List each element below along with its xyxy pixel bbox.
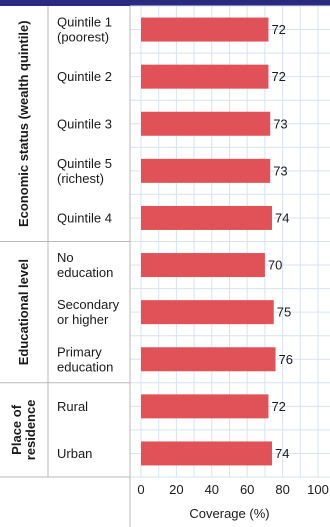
category-label-line: Primary: [57, 344, 102, 359]
bar-value-label: 76: [279, 352, 293, 367]
category-label-line: Rural: [57, 399, 88, 414]
x-tick-label: 100: [307, 482, 329, 497]
category-label-line: No: [57, 250, 74, 265]
category-label: Quintile 4: [57, 210, 112, 225]
group-label-line: Educational level: [16, 259, 31, 365]
category-label: Primary education: [57, 344, 113, 374]
category-label: Urban: [57, 446, 92, 461]
bar-value-label: 72: [271, 22, 285, 37]
category-label-line: (richest): [57, 171, 104, 186]
bar: [141, 111, 271, 136]
bar-value-label: 72: [271, 69, 285, 84]
bar: [141, 347, 276, 372]
category-label: Quintile 1 (poorest): [57, 15, 112, 45]
bar: [141, 17, 269, 42]
category-label-line: or higher: [57, 312, 109, 327]
bar: [141, 64, 269, 89]
category-label-line: Quintile 1: [57, 15, 112, 30]
category-label-line: Quintile 4: [57, 210, 112, 225]
category-label-line: Urban: [57, 446, 92, 461]
group-label-line: residence: [23, 400, 38, 461]
x-tick-label: 40: [205, 482, 219, 497]
category-label: No education: [57, 250, 113, 280]
group-label-line: Place of: [9, 404, 24, 455]
bar-value-label: 74: [275, 446, 289, 461]
category-label-line: Quintile 3: [57, 116, 112, 131]
bar-value-label: 70: [268, 258, 282, 273]
bar-value-label: 74: [275, 210, 289, 225]
category-label: Quintile 5 (richest): [57, 156, 112, 186]
bar: [141, 394, 269, 419]
category-label: Rural: [57, 399, 88, 414]
category-label-line: education: [57, 359, 113, 374]
category-label-line: Quintile 5: [57, 156, 112, 171]
x-tick-label: 60: [240, 482, 254, 497]
category-label-line: Quintile 2: [57, 69, 112, 84]
bar-value-label: 75: [277, 305, 291, 320]
bar-value-label: 72: [271, 399, 285, 414]
category-label-line: (poorest): [57, 30, 109, 45]
bar-value-label: 73: [273, 116, 287, 131]
group-label: Place ofresidence: [9, 400, 38, 461]
category-label: Quintile 3: [57, 116, 112, 131]
x-tick-label: 20: [169, 482, 183, 497]
bar: [141, 253, 265, 278]
x-tick-label: 0: [137, 482, 144, 497]
bar: [141, 158, 271, 183]
bar: [141, 205, 272, 230]
category-label: Secondary or higher: [57, 297, 120, 327]
x-axis-title: Coverage (%): [189, 506, 269, 521]
bar-value-label: 73: [273, 163, 287, 178]
category-label: Quintile 2: [57, 69, 112, 84]
x-tick-label: 80: [275, 482, 289, 497]
category-label-line: Secondary: [57, 297, 120, 312]
top-accent-bar: [0, 0, 330, 6]
group-label-line: Economic status (wealth quintile): [16, 20, 31, 227]
category-label-line: education: [57, 265, 113, 280]
group-label: Economic status (wealth quintile): [16, 20, 31, 227]
bar: [141, 300, 274, 325]
bar: [141, 441, 272, 466]
group-label: Educational level: [16, 259, 31, 365]
